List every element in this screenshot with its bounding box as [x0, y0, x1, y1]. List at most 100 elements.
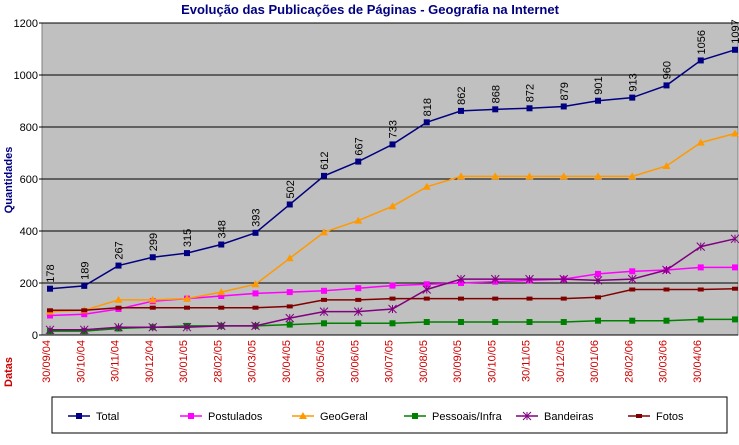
- marker: [183, 294, 191, 302]
- marker: [595, 97, 601, 104]
- data-label: 1097: [730, 19, 739, 43]
- marker: [663, 287, 670, 292]
- marker: [319, 307, 329, 316]
- data-label: 393: [251, 208, 263, 226]
- marker: [422, 285, 432, 294]
- marker: [355, 320, 362, 327]
- marker: [389, 320, 396, 327]
- marker: [458, 296, 464, 301]
- marker: [492, 319, 499, 325]
- x-tick-label: 30/08/05: [418, 340, 430, 383]
- marker: [321, 172, 327, 179]
- marker: [526, 319, 533, 325]
- marker: [321, 297, 327, 302]
- marker: [285, 254, 294, 262]
- marker: [149, 305, 156, 310]
- marker: [696, 138, 705, 146]
- y-tick-label: 400: [20, 226, 38, 238]
- marker: [458, 319, 464, 325]
- marker: [560, 319, 567, 325]
- marker: [355, 158, 362, 165]
- marker: [184, 305, 190, 310]
- marker: [697, 264, 704, 271]
- y-tick-label: 1200: [14, 18, 38, 30]
- x-tick-label: 28/02/05: [212, 340, 224, 383]
- marker: [697, 316, 704, 323]
- marker: [286, 201, 293, 208]
- chart-title: Evolução das Publicações de Páginas - Ge…: [181, 2, 560, 17]
- data-label: 868: [490, 85, 502, 103]
- marker: [696, 242, 706, 251]
- x-tick-label: 30/03/05: [247, 340, 259, 383]
- marker: [491, 172, 500, 180]
- marker: [629, 94, 636, 101]
- marker: [252, 229, 259, 236]
- marker: [286, 321, 293, 328]
- marker: [388, 202, 397, 210]
- marker: [81, 311, 88, 318]
- marker: [559, 172, 568, 180]
- marker: [490, 274, 500, 284]
- marker: [47, 308, 53, 313]
- marker: [593, 276, 603, 285]
- x-tick-label: 30/11/04: [110, 340, 122, 382]
- marker: [389, 141, 396, 148]
- marker: [732, 264, 738, 271]
- marker: [525, 274, 534, 284]
- x-tick-label: 30/06/05: [349, 340, 361, 383]
- marker: [492, 106, 499, 113]
- marker: [731, 129, 739, 137]
- marker: [47, 312, 53, 319]
- marker: [423, 119, 430, 126]
- marker: [285, 313, 295, 323]
- data-label: 960: [662, 61, 674, 79]
- x-tick-label: 30/01/06: [589, 340, 601, 383]
- marker: [354, 216, 363, 224]
- marker: [730, 234, 739, 244]
- marker: [423, 319, 430, 325]
- x-axis-label: Datas: [3, 357, 15, 387]
- data-label: 267: [114, 241, 126, 259]
- marker: [216, 321, 226, 331]
- marker: [252, 290, 259, 297]
- marker: [184, 250, 190, 257]
- marker: [662, 265, 671, 275]
- marker: [560, 296, 567, 301]
- x-tick-label: 28/02/06: [623, 340, 635, 383]
- marker: [114, 322, 123, 332]
- marker: [732, 286, 738, 291]
- legend-label: Bandeiras: [544, 411, 594, 423]
- marker: [218, 241, 225, 248]
- marker: [188, 413, 194, 419]
- marker: [526, 296, 533, 301]
- marker: [697, 57, 704, 64]
- marker: [321, 320, 327, 327]
- marker: [218, 293, 225, 299]
- marker: [423, 281, 430, 288]
- x-tick-label: 30/05/05: [315, 340, 327, 383]
- marker: [320, 228, 328, 236]
- y-tick-label: 600: [20, 174, 38, 186]
- marker: [148, 322, 158, 332]
- marker: [422, 182, 431, 190]
- x-tick-label: 30/11/05: [521, 340, 533, 382]
- data-label: 189: [79, 262, 91, 280]
- x-tick-label: 30/09/04: [41, 340, 53, 383]
- marker: [81, 308, 88, 313]
- marker: [388, 304, 397, 314]
- marker: [732, 316, 738, 323]
- marker: [355, 297, 362, 302]
- marker: [81, 282, 88, 289]
- data-label: 901: [593, 76, 605, 94]
- data-label: 667: [353, 137, 365, 155]
- marker: [45, 325, 55, 335]
- marker: [636, 414, 642, 418]
- x-tick-label: 30/04/05: [281, 340, 293, 383]
- marker: [412, 413, 418, 419]
- legend-label: Fotos: [656, 411, 684, 423]
- data-label: 872: [525, 84, 537, 102]
- x-tick-label: 30/01/05: [178, 340, 190, 383]
- marker: [149, 254, 156, 261]
- marker: [559, 274, 569, 284]
- x-tick-label: 30/03/06: [658, 340, 670, 383]
